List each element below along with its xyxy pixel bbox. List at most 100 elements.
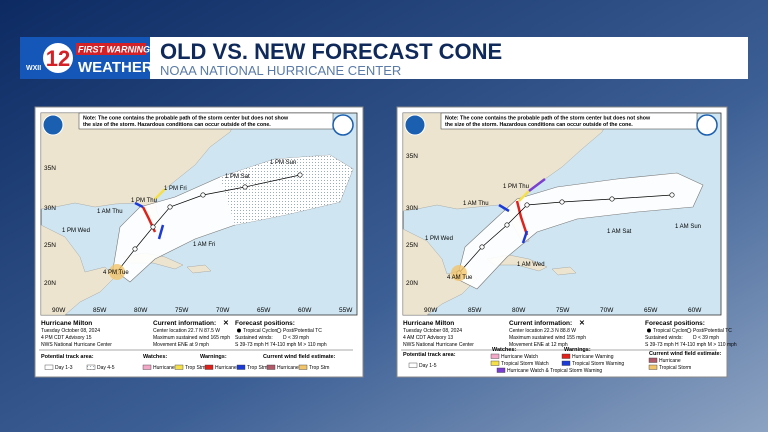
land [551,266,577,276]
legend-swatch [236,364,246,370]
legend-swatch [561,360,571,366]
track-label: 1 PM Thu [131,198,157,204]
current-position-icon: ✕ [579,320,585,327]
legend-swatch [266,364,276,370]
storm-info: Tuesday October 08, 2024 [41,328,100,334]
legend-swatch [496,367,506,373]
track-label: 4 AM Tue [447,275,473,281]
forecast-panel: Note: The cone contains the probable pat… [396,106,737,378]
legend-item: Day 1-3 [55,365,73,371]
longitude-label: 90W [424,307,438,314]
legend-title: Current wind field estimate: [263,354,336,360]
legend-swatch [86,364,96,370]
track-point [297,172,303,178]
longitude-label: 70W [216,307,230,314]
current-info: Movement ENE at 12 mph [509,342,568,348]
longitude-label: 65W [257,307,271,314]
legend-swatch [408,362,418,368]
land [186,264,212,274]
current-info: Maximum sustained wind 155 mph [509,335,586,341]
subtitle: NOAA NATIONAL HURRICANE CENTER [160,63,401,78]
legend-swatch [490,360,500,366]
cone-day-4-5 [220,155,353,225]
legend-swatch [174,364,184,370]
land [402,112,613,244]
coastal-warning [134,201,144,209]
nws-logo [696,114,718,136]
legend-item: Trop Stm [309,365,329,371]
forecast-info: Sustained winds: [645,335,683,341]
logo-brand-bottom: WEATHER [78,59,153,76]
logo-channel: 12 [46,46,70,71]
legend-item: Hurricane [215,365,237,371]
latitude-label: 30N [406,205,418,212]
coastal-warning [521,230,529,244]
storm-info: Hurricane Milton [403,320,454,327]
current-info: Maximum sustained wind 165 mph [153,335,230,341]
cone-note: Note: The cone contains the probable pat… [445,116,651,122]
legend-item: Hurricane Watch [501,354,538,360]
longitude-label: 55W [339,307,353,314]
longitude-label: 65W [644,307,658,314]
track-point [504,222,510,228]
current-position-icon: ✕ [223,320,229,327]
track-point [150,224,156,230]
forecast-info: Forecast positions: [645,320,705,327]
legend-item: Trop Stm [185,365,205,371]
latitude-label: 20N [406,280,418,287]
track-label: 1 AM Fri [193,242,215,248]
track-point [524,202,530,208]
legend-item: Tropical Storm Watch [501,361,549,367]
latitude-label: 25N [44,242,56,249]
legend-item: Hurricane [659,358,681,364]
title: OLD VS. NEW FORECAST CONE [160,39,502,64]
longitude-label: 85W [93,307,107,314]
coastal-warning [154,188,166,200]
track-label: 1 AM Wed [517,262,545,268]
logo-station: WXII [26,65,41,72]
note-box [440,112,698,130]
storm-info: 4 PM CDT Advisory 15 [41,335,92,341]
track-point [559,199,565,205]
legend-title: Current wind field estimate: [649,351,722,357]
post-tc-symbol [686,328,692,333]
logo-brand-box [76,43,146,55]
longitude-label: 85W [468,307,482,314]
track-label: 1 PM Wed [425,236,453,242]
cone-note: the size of the storm. Hazardous conditi… [445,122,633,128]
legend-item: Hurricane Warning [572,354,614,360]
track-label: 1 AM Thu [97,209,123,215]
forecast-info: Forecast positions: [235,320,295,327]
legend-title: Watches: [143,354,167,360]
legend-item: Tropical Storm Warning [572,361,624,367]
coastal-warning [518,190,530,202]
legend-swatch [648,357,658,363]
track-label: 1 PM Thu [503,184,529,190]
legend-item: Hurricane [153,365,175,371]
legend-title: Potential track area: [403,352,456,358]
track-label: 4 PM Tue [103,270,129,276]
legend-swatch [648,364,658,370]
forecast-info: Post/Potential TC [283,328,322,334]
track-label: 1 AM Sun [675,224,701,230]
longitude-label: 90W [52,307,66,314]
legend-swatch [561,353,571,359]
current-info: Center location 22.3 N 88.8 W [509,328,576,334]
legend-swatch [142,364,152,370]
current-info: Movement ENE at 9 mph [153,342,209,348]
storm-info: Tuesday October 08, 2024 [403,328,462,334]
legend-swatch [204,364,214,370]
logo-circle [43,43,73,73]
legend-item: Trop Stm [247,365,267,371]
tropical-cyclone-symbol [647,328,651,333]
longitude-label: 60W [688,307,702,314]
track-label: 1 PM Fri [164,186,187,192]
wind-field [109,264,125,280]
latitude-label: 25N [406,242,418,249]
longitude-label: 60W [298,307,312,314]
track-label: 1 AM Sat [607,229,632,235]
track-point [609,196,615,202]
track-label: 1 PM Sat [225,174,250,180]
